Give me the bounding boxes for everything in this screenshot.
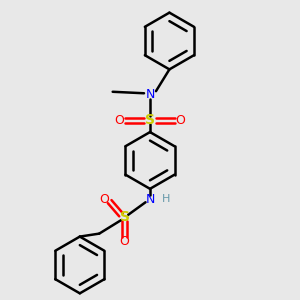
Text: O: O (115, 114, 124, 127)
Text: O: O (176, 114, 185, 127)
Text: O: O (120, 235, 130, 248)
Text: S: S (120, 210, 130, 224)
Text: H: H (162, 194, 171, 204)
Text: O: O (100, 193, 110, 206)
Text: N: N (145, 193, 155, 206)
Text: N: N (145, 88, 155, 101)
Text: S: S (145, 113, 155, 127)
